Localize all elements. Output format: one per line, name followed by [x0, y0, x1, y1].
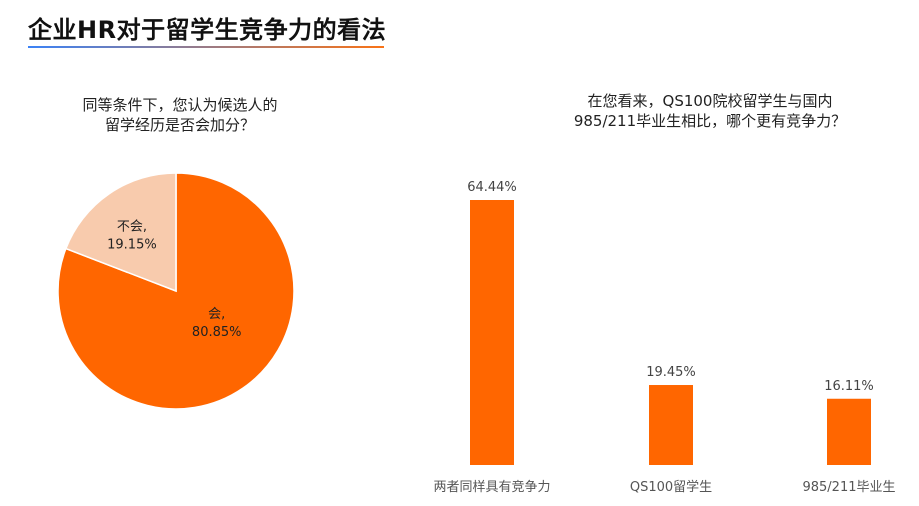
pie-slice-label-1: 不会, [117, 220, 147, 235]
bar-2 [827, 398, 871, 465]
bar-question-line-2: 985/211毕业生相比，哪个更有竞争力？ [573, 112, 847, 130]
pie-slice-1 [64, 172, 177, 293]
bar-chart-question: 在您看来，QS100院校留学生与国内 985/211毕业生相比，哪个更有竞争力？ [540, 91, 880, 131]
title-underline [28, 46, 384, 48]
pie-chart-question: 同等条件下，您认为候选人的 留学经历是否会加分？ [60, 95, 300, 135]
pie-question-line-1: 同等条件下，您认为候选人的 [82, 96, 278, 114]
bar-value-label-2: 16.11% [824, 379, 874, 394]
page-title: 企业HR对于留学生竞争力的看法 [28, 16, 387, 44]
bar-0 [470, 200, 514, 465]
bar-category-label-1: QS100留学生 [630, 479, 712, 495]
bar-category-label-2: 985/211毕业生 [802, 480, 895, 495]
bar-chart: 64.44% 两者同样具有竞争力 19.45% QS100留学生 16.11% 985/2… [433, 180, 895, 495]
pie-chart: 会, 80.85% 不会, 19.15% [57, 172, 295, 410]
pie-slice-label-0: 会, [208, 307, 225, 322]
pie-slice-value-0: 80.85% [192, 325, 242, 340]
bar-question-line-1: 在您看来，QS100院校留学生与国内 [587, 92, 833, 110]
pie-slice-value-1: 19.15% [107, 238, 157, 253]
pie-question-line-2: 留学经历是否会加分？ [104, 116, 255, 134]
bar-value-label-0: 64.44% [467, 180, 517, 195]
bar-1 [649, 385, 693, 465]
pie-slice-0 [57, 172, 295, 410]
bar-value-label-1: 19.45% [646, 365, 696, 380]
bar-category-label-0: 两者同样具有竞争力 [433, 479, 550, 495]
